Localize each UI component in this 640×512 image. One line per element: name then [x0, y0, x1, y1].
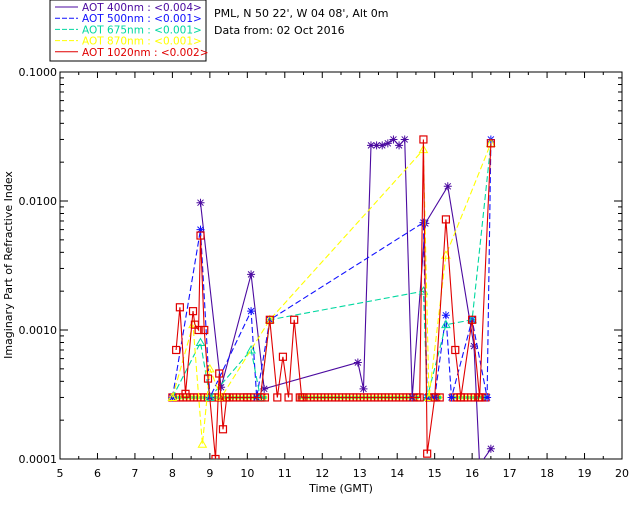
- data-point-star: [378, 141, 387, 150]
- data-point-square: [196, 231, 205, 240]
- x-tick-label: 10: [240, 467, 254, 480]
- y-tick-label: 0.0010: [19, 324, 58, 337]
- data-point-star: [395, 141, 404, 150]
- series-line: [175, 139, 492, 459]
- data-point-star: [247, 270, 256, 279]
- data-point-triangle: [441, 319, 451, 329]
- data-point-star: [483, 393, 492, 402]
- plot-area: [167, 135, 496, 459]
- data-point-square: [423, 449, 432, 458]
- y-axis-label: Imaginary Part of Refractive Index: [2, 171, 15, 359]
- data-point-star: [443, 182, 452, 191]
- y-tick-label: 0.0001: [19, 453, 58, 466]
- data-point-triangle: [195, 337, 206, 347]
- series-4: [172, 135, 495, 459]
- x-tick-label: 15: [428, 467, 442, 480]
- data-point-square: [200, 325, 209, 335]
- legend-label: AOT 870nm : <0.001>: [82, 36, 202, 48]
- data-point-square: [415, 393, 424, 402]
- data-point-star: [247, 307, 256, 316]
- x-tick-label: 14: [390, 467, 404, 480]
- legend-label: AOT 500nm : <0.001>: [82, 13, 202, 25]
- data-point-square: [203, 374, 213, 383]
- data-point-star: [389, 135, 398, 144]
- data-point-star: [419, 218, 428, 227]
- x-tick-label: 18: [540, 467, 554, 480]
- data-point-triangle: [205, 363, 215, 373]
- data-point-star: [260, 384, 269, 393]
- data-point-square: [175, 303, 184, 312]
- data-point-star: [486, 444, 495, 453]
- legend: AOT 400nm : <0.004>AOT 500nm : <0.001>AO…: [49, 0, 209, 62]
- y-tick-label: 0.1000: [19, 66, 58, 79]
- data-point-square: [456, 393, 465, 402]
- x-tick-label: 20: [615, 467, 629, 480]
- data-point-square: [265, 315, 274, 324]
- data-point-star: [470, 342, 479, 351]
- series-layer: [167, 135, 496, 459]
- series-0: [196, 135, 495, 459]
- x-tick-label: 5: [57, 467, 64, 480]
- data-point-star: [400, 135, 409, 144]
- data-point-square: [172, 345, 181, 355]
- series-1: [168, 135, 495, 402]
- data-point-square: [211, 454, 220, 459]
- data-point-square: [215, 369, 224, 378]
- data-point-triangle: [167, 392, 178, 401]
- legend-border: [49, 0, 207, 62]
- x-tick-label: 6: [94, 467, 101, 480]
- data-point-square: [284, 393, 293, 402]
- data-point-square: [278, 352, 288, 361]
- data-point-star: [366, 141, 375, 150]
- x-tick-label: 19: [578, 467, 592, 480]
- data-point-star: [359, 384, 368, 393]
- data-point-star: [441, 311, 450, 320]
- series-2: [167, 138, 496, 401]
- data-point-square: [451, 345, 460, 355]
- data-point-square: [297, 393, 306, 402]
- legend-label: AOT 1020nm : <0.002>: [82, 47, 209, 59]
- legend-label: AOT 400nm : <0.004>: [82, 2, 202, 14]
- data-point-square: [441, 215, 451, 224]
- data-point-square: [290, 315, 299, 324]
- x-tick-label: 8: [169, 467, 176, 480]
- data-point-star: [372, 141, 381, 150]
- data-point-square: [430, 393, 439, 402]
- header-date: Data from: 02 Oct 2016: [214, 24, 345, 37]
- legend-label: AOT 675nm : <0.001>: [82, 24, 202, 36]
- data-point-square: [273, 393, 282, 402]
- data-point-star: [217, 383, 226, 392]
- data-point-square: [468, 315, 477, 324]
- x-tick-label: 17: [503, 467, 517, 480]
- x-tick-label: 9: [206, 467, 213, 480]
- data-point-star: [196, 198, 205, 207]
- data-point-square: [486, 139, 495, 148]
- data-point-square: [419, 135, 428, 144]
- header-location: PML, N 50 22', W 04 08', Alt 0m: [214, 7, 388, 20]
- data-point-triangle: [197, 439, 208, 448]
- data-point-star: [383, 139, 392, 148]
- data-point-square: [181, 389, 190, 398]
- x-tick-label: 16: [465, 467, 479, 480]
- y-tick-label: 0.0100: [19, 195, 58, 208]
- series-line: [171, 143, 492, 445]
- x-tick-label: 13: [353, 467, 367, 480]
- data-point-square: [222, 393, 231, 402]
- data-point-square: [194, 325, 203, 335]
- axes: 5 6 7 8 9 10 11 12 13 14 15 16 17 18 19 20 0.0001 0.0010 0…: [19, 66, 630, 480]
- data-point-star: [196, 225, 205, 234]
- data-point-square: [475, 393, 484, 402]
- data-point-square: [243, 393, 252, 402]
- data-point-triangle: [246, 344, 256, 354]
- data-point-square: [218, 425, 228, 434]
- x-tick-label: 11: [278, 467, 292, 480]
- x-tick-label: 7: [131, 467, 138, 480]
- data-point-square: [256, 393, 265, 402]
- data-point-star: [353, 358, 362, 367]
- data-point-star: [447, 393, 456, 402]
- x-axis-label: Time (GMT): [308, 482, 373, 495]
- data-point-square: [188, 307, 198, 316]
- x-tick-label: 12: [315, 467, 329, 480]
